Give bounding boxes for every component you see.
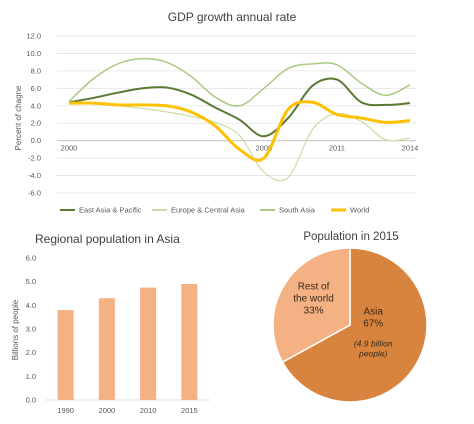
gdp-chart-x-ticks: 2000 2008 2011 2014 [61, 144, 419, 153]
gdp-series-line [68, 77, 411, 138]
population-x-tick-label: 2010 [140, 406, 157, 415]
gdp-legend-label: East Asia & Pacific [79, 206, 142, 215]
population-y-tick-label: 0.0 [26, 396, 36, 405]
gdp-legend-label: Europe & Central Asia [171, 206, 246, 215]
gdp-series-line [68, 57, 411, 107]
population-y-tick-label: 3.0 [26, 325, 36, 334]
gdp-y-tick-label: -4.0 [28, 171, 41, 180]
pie-label-rest-line-1: Rest of [298, 281, 330, 292]
pie-percent-asia: 67% [363, 319, 383, 330]
gdp-series-line [68, 101, 411, 182]
pie-label-rest-line-2: the world [293, 293, 334, 304]
population-pie-slice [281, 247, 428, 403]
gdp-y-tick-label: 2.0 [31, 119, 41, 128]
population-y-tick-label: 4.0 [26, 301, 36, 310]
gdp-y-tick-label: 12.0 [26, 32, 41, 41]
gdp-x-tick-label: 2011 [329, 144, 345, 153]
population-bar-title: Regional population in Asia [35, 232, 180, 246]
gdp-legend-label: World [350, 206, 369, 215]
population-pie-slices [272, 247, 428, 403]
gdp-y-tick-label: 8.0 [31, 66, 41, 75]
gdp-x-tick-label: 2008 [256, 144, 273, 153]
population-bar-bars [57, 284, 198, 400]
gdp-chart-ylabel: Percent of chagne [14, 85, 23, 150]
gdp-chart-y-ticks: 12.0 10.0 8.0 6.0 4.0 2.0 0.0 -2.0 -4.0 -6.0 [26, 32, 41, 198]
population-pie-title: Population in 2015 [303, 231, 398, 243]
pie-note-line-2: people) [358, 349, 388, 359]
population-bar [98, 298, 115, 400]
gdp-y-tick-label: -2.0 [28, 154, 41, 163]
gdp-y-tick-label: 4.0 [31, 101, 41, 110]
pie-note-asia: (4.9 billion people) [354, 339, 393, 359]
population-bar-x-ticks: 1990 2000 2010 2015 [57, 406, 197, 415]
pie-note-line-1: (4.9 billion [354, 339, 393, 349]
population-bar [181, 284, 198, 400]
gdp-legend-label: South Asia [279, 206, 316, 215]
gdp-chart-title: GDP growth annual rate [168, 10, 297, 24]
gdp-y-tick-label: 10.0 [26, 49, 41, 58]
gdp-chart-series [68, 57, 411, 182]
population-y-tick-label: 6.0 [26, 254, 36, 263]
population-bar [140, 287, 157, 400]
population-x-tick-label: 2015 [181, 406, 198, 415]
population-y-tick-label: 5.0 [26, 277, 36, 286]
population-bar-ylabel: Billions of people [11, 299, 20, 360]
gdp-series-line [68, 100, 411, 162]
population-x-tick-label: 1990 [57, 406, 74, 415]
pie-label-rest: Rest of the world [293, 281, 334, 304]
population-y-tick-label: 2.0 [26, 348, 36, 357]
population-x-tick-label: 2000 [99, 406, 116, 415]
gdp-y-tick-label: 6.0 [31, 84, 41, 93]
pie-percent-rest: 33% [304, 305, 324, 316]
gdp-y-tick-label: 0.0 [31, 136, 41, 145]
gdp-y-tick-label: -6.0 [28, 189, 41, 198]
gdp-x-tick-label: 2014 [402, 144, 419, 153]
pie-label-asia: Asia [363, 307, 383, 318]
population-pie-slice [272, 247, 351, 364]
population-y-tick-label: 1.0 [26, 372, 36, 381]
gdp-chart-legend: East Asia & Pacific Europe & Central Asia… [60, 206, 369, 215]
population-bar [57, 310, 74, 400]
gdp-x-tick-label: 2000 [61, 144, 78, 153]
gdp-chart-gridlines [57, 35, 416, 194]
